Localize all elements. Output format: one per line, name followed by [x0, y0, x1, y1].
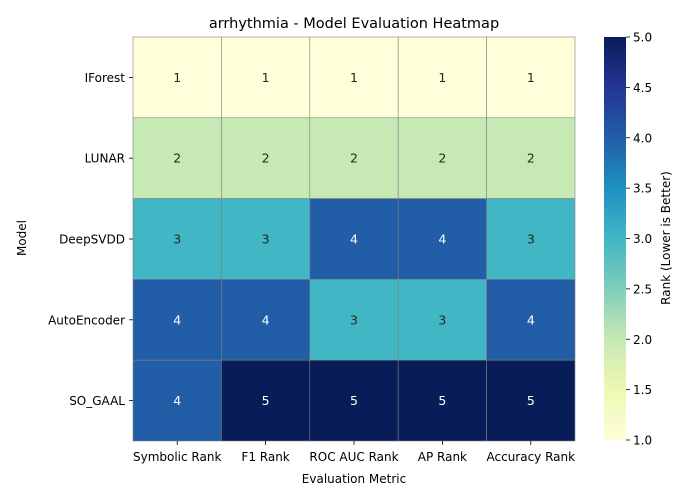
- x-tick-label: F1 Rank: [241, 450, 289, 464]
- x-tick-label: ROC AUC Rank: [309, 450, 398, 464]
- y-tick-label: SO_GAAL: [69, 394, 125, 408]
- cell-value-label: 4: [173, 312, 181, 327]
- heatmap-cell: [309, 36, 399, 119]
- y-tick-label: LUNAR: [85, 152, 125, 166]
- cell-value-label: 2: [173, 151, 181, 166]
- cell-value-label: 4: [527, 312, 535, 327]
- heatmap-cell: [132, 36, 222, 119]
- cell-value-label: 3: [438, 312, 446, 327]
- colorbar-tick-label: 2.0: [633, 333, 652, 347]
- cell-value-label: 3: [350, 312, 358, 327]
- heatmap-cells: 1 1 1 1 1 2 2 2 2 2 3 3 4 4 3 4 4 3 3 4 4 5 5 5 5: [132, 36, 576, 442]
- y-tick-label: DeepSVDD: [59, 233, 125, 247]
- cell-value-label: 1: [527, 70, 535, 85]
- heatmap-cell: [397, 36, 487, 119]
- heatmap-cell: [221, 198, 311, 280]
- y-axis-label: Model: [15, 220, 29, 256]
- y-tick-label: AutoEncoder: [48, 313, 125, 327]
- heatmap-cell: [309, 359, 399, 442]
- cell-value-label: 2: [527, 151, 535, 166]
- cell-value-label: 1: [262, 70, 270, 85]
- heatmap-cell: [486, 36, 576, 119]
- heatmap-cell: [309, 198, 399, 280]
- chart-title: arrhythmia - Model Evaluation Heatmap: [209, 16, 499, 32]
- colorbar-tick-label: 4.5: [633, 81, 652, 95]
- cell-value-label: 5: [438, 393, 446, 408]
- heatmap-cell: [309, 279, 399, 361]
- cell-value-label: 4: [262, 312, 270, 327]
- heatmap-cell: [486, 198, 576, 280]
- heatmap-cell: [486, 117, 576, 199]
- x-tick-label: Symbolic Rank: [133, 450, 221, 464]
- cell-value-label: 2: [350, 151, 358, 166]
- x-axis-label: Evaluation Metric: [302, 472, 406, 486]
- cell-value-label: 4: [173, 393, 181, 408]
- cell-value-label: 2: [438, 151, 446, 166]
- colorbar-label: Rank (Lower is Better): [659, 171, 673, 305]
- colorbar-tick-label: 3.5: [633, 182, 652, 196]
- cell-value-label: 2: [262, 151, 270, 166]
- colorbar-tick-label: 1.0: [633, 434, 652, 448]
- colorbar-tick-label: 3.0: [633, 232, 652, 246]
- heatmap-cell: [221, 36, 311, 119]
- cell-value-label: 1: [173, 70, 181, 85]
- cell-value-label: 5: [262, 393, 270, 408]
- colorbar-tick-label: 2.5: [633, 282, 652, 296]
- heatmap-cell: [486, 359, 576, 442]
- heatmap-cell: [221, 279, 311, 361]
- heatmap-cell: [397, 198, 487, 280]
- heatmap-cell: [132, 117, 222, 199]
- heatmap-cell: [132, 359, 222, 442]
- x-tick-label: Accuracy Rank: [487, 450, 576, 464]
- colorbar-ticks: 1.0 1.5 2.0 2.5 3.0 3.5 4.0 4.5 5.0: [626, 31, 652, 448]
- colorbar-tick-label: 1.5: [633, 383, 652, 397]
- cell-value-label: 1: [350, 70, 358, 85]
- cell-value-label: 4: [438, 232, 446, 247]
- cell-value-label: 3: [173, 232, 181, 247]
- y-axis-ticks: IForest LUNAR DeepSVDD AutoEncoder SO_GAAL: [48, 71, 133, 408]
- x-tick-label: AP Rank: [418, 450, 467, 464]
- colorbar: [604, 37, 626, 440]
- cell-value-label: 5: [350, 393, 358, 408]
- x-axis-ticks: Symbolic Rank F1 Rank ROC AUC Rank AP Rank A…: [133, 441, 575, 464]
- heatmap-cell: [397, 279, 487, 361]
- colorbar-tick-label: 4.0: [633, 131, 652, 145]
- cell-value-label: 5: [527, 393, 535, 408]
- cell-value-label: 4: [350, 232, 358, 247]
- cell-value-label: 3: [527, 232, 535, 247]
- heatmap-cell: [486, 279, 576, 361]
- heatmap-cell: [221, 359, 311, 442]
- colorbar-tick-label: 5.0: [633, 31, 652, 45]
- y-tick-label: IForest: [85, 71, 126, 85]
- cell-value-label: 3: [262, 232, 270, 247]
- heatmap-cell: [309, 117, 399, 199]
- cell-value-label: 1: [438, 70, 446, 85]
